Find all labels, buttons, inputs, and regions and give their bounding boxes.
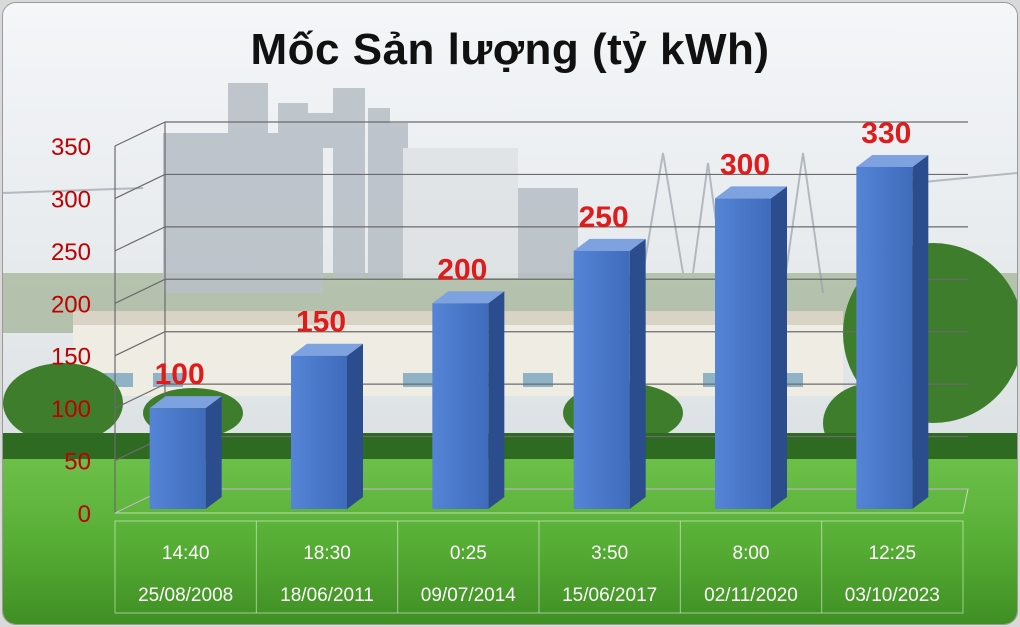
bar-top xyxy=(715,186,787,199)
bar-top xyxy=(432,291,505,304)
data-label: 150 xyxy=(296,306,346,339)
chart-floor xyxy=(114,488,969,614)
x-axis-category-labels: 14:40 25/08/2008 18:30 18/06/2011 0:25 09/07/… xyxy=(138,543,940,606)
chart-svg: 0 50 100 150 200 250 300 350 100 150 200 250 300 330… xyxy=(3,3,1017,624)
bar-front xyxy=(573,250,630,509)
y-tick-label: 250 xyxy=(51,239,91,266)
category-time-label: 14:40 xyxy=(162,543,210,564)
bar-side xyxy=(488,291,505,509)
y-tick-label: 100 xyxy=(51,396,91,423)
bar-side xyxy=(771,186,787,509)
bar-top xyxy=(291,343,363,356)
gridline-depth xyxy=(114,383,166,409)
bar xyxy=(432,291,505,509)
category-time-label: 8:00 xyxy=(733,543,770,564)
bar-side xyxy=(205,396,222,509)
category-date-label: 18/06/2011 xyxy=(280,585,374,606)
floor-outline xyxy=(114,488,969,514)
category-date-label: 15/06/2017 xyxy=(562,585,657,606)
y-axis-tick-labels: 0 50 100 150 200 250 300 350 xyxy=(51,134,91,528)
gridline-depth xyxy=(114,226,166,252)
data-labels: 100 150 200 250 300 330 xyxy=(155,117,912,391)
bar-front xyxy=(432,303,489,509)
bar-side xyxy=(347,343,363,509)
bar-top xyxy=(856,154,929,167)
bar xyxy=(291,343,363,509)
bar xyxy=(856,154,929,509)
gridline-depth xyxy=(114,121,166,147)
y-tick-label: 0 xyxy=(78,501,91,528)
category-date-label: 25/08/2008 xyxy=(138,585,233,606)
gridline-depth xyxy=(114,331,166,357)
category-time-label: 12:25 xyxy=(869,543,917,564)
bar xyxy=(149,396,222,509)
y-tick-label: 350 xyxy=(51,134,91,161)
data-label: 300 xyxy=(720,148,770,181)
y-tick-label: 50 xyxy=(64,449,91,476)
bar-top xyxy=(573,238,646,251)
data-label: 100 xyxy=(155,358,205,391)
data-label: 330 xyxy=(861,117,911,150)
data-label: 200 xyxy=(437,253,487,286)
chart-title: Mốc Sản lượng (tỷ kWh) xyxy=(250,25,770,74)
gridline-depth xyxy=(114,173,166,199)
gridline-depth xyxy=(114,278,166,304)
category-time-label: 3:50 xyxy=(591,543,628,564)
category-date-label: 03/10/2023 xyxy=(845,585,940,606)
data-label: 250 xyxy=(579,201,629,234)
y-tick-label: 150 xyxy=(51,344,91,371)
bar-front xyxy=(856,166,913,509)
category-date-label: 02/11/2020 xyxy=(704,585,798,606)
category-time-label: 18:30 xyxy=(303,543,351,564)
y-tick-label: 200 xyxy=(51,291,91,318)
bars xyxy=(149,154,929,509)
bar-top xyxy=(149,396,222,409)
bar-side xyxy=(629,238,646,509)
bar xyxy=(715,186,787,509)
bar xyxy=(573,238,646,509)
category-time-label: 0:25 xyxy=(450,543,487,564)
bar-front xyxy=(715,198,771,509)
category-date-label: 09/07/2014 xyxy=(421,585,517,606)
y-tick-label: 300 xyxy=(51,186,91,213)
bar-front xyxy=(291,355,347,509)
bar-front xyxy=(149,408,206,509)
bar-side xyxy=(912,154,929,509)
